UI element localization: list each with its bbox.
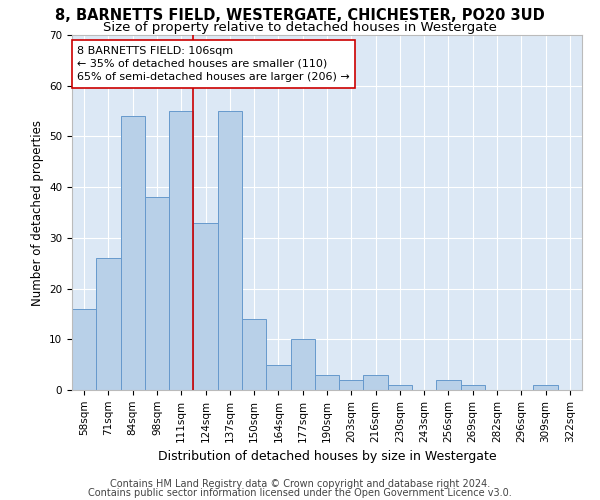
Y-axis label: Number of detached properties: Number of detached properties: [31, 120, 44, 306]
Bar: [242, 319, 266, 390]
Text: 8 BARNETTS FIELD: 106sqm
← 35% of detached houses are smaller (110)
65% of semi-: 8 BARNETTS FIELD: 106sqm ← 35% of detach…: [77, 46, 350, 82]
Bar: [145, 198, 169, 390]
Bar: [436, 380, 461, 390]
Bar: [193, 222, 218, 390]
Bar: [72, 309, 96, 390]
Text: Contains HM Land Registry data © Crown copyright and database right 2024.: Contains HM Land Registry data © Crown c…: [110, 479, 490, 489]
Bar: [461, 385, 485, 390]
Bar: [388, 385, 412, 390]
Bar: [169, 111, 193, 390]
Bar: [339, 380, 364, 390]
Bar: [121, 116, 145, 390]
Bar: [218, 111, 242, 390]
Bar: [266, 364, 290, 390]
Text: 8, BARNETTS FIELD, WESTERGATE, CHICHESTER, PO20 3UD: 8, BARNETTS FIELD, WESTERGATE, CHICHESTE…: [55, 8, 545, 22]
Bar: [290, 340, 315, 390]
Text: Size of property relative to detached houses in Westergate: Size of property relative to detached ho…: [103, 21, 497, 34]
Bar: [364, 375, 388, 390]
Bar: [96, 258, 121, 390]
Bar: [533, 385, 558, 390]
X-axis label: Distribution of detached houses by size in Westergate: Distribution of detached houses by size …: [158, 450, 496, 463]
Bar: [315, 375, 339, 390]
Text: Contains public sector information licensed under the Open Government Licence v3: Contains public sector information licen…: [88, 488, 512, 498]
